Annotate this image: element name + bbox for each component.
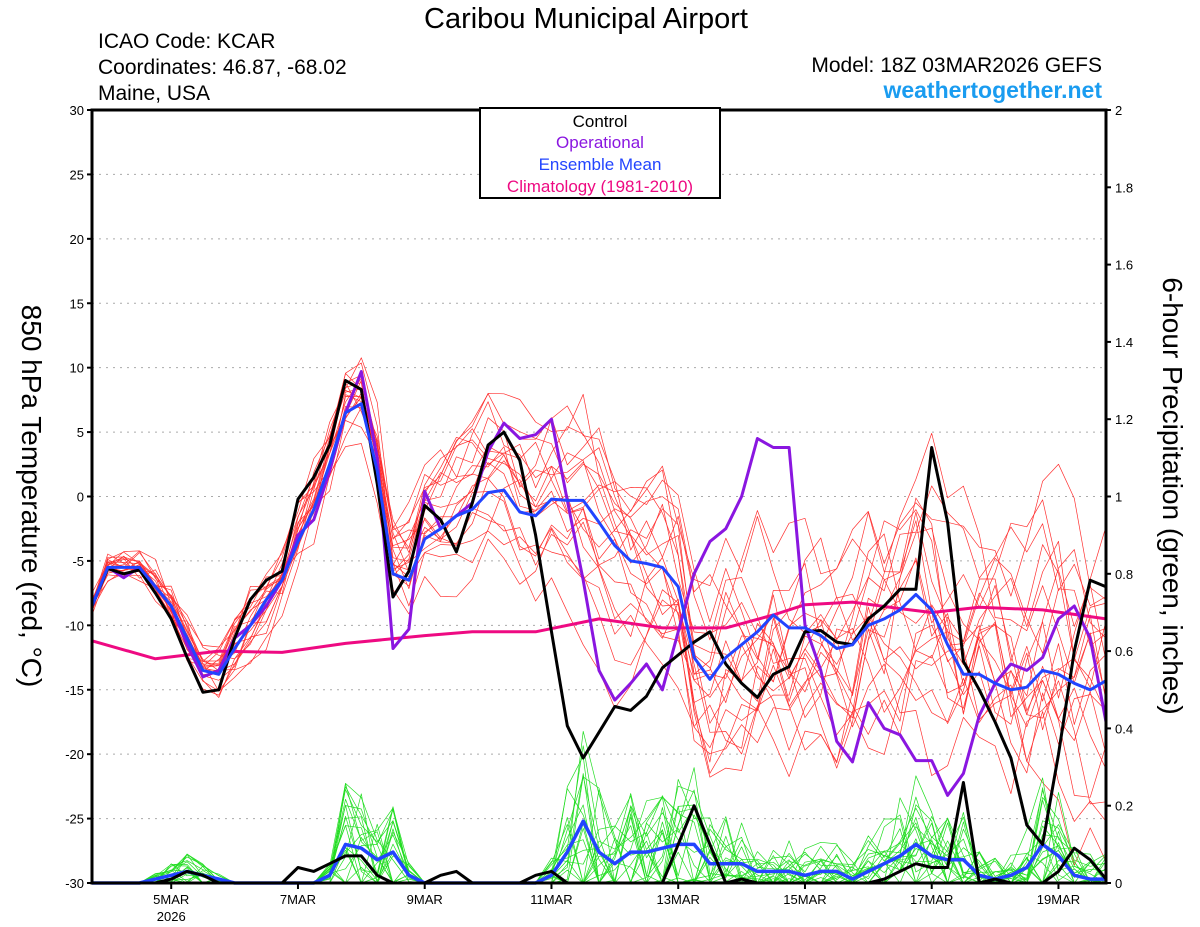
y-tick-label: -20	[65, 747, 84, 762]
y2-tick-label: 1.6	[1115, 258, 1133, 273]
y-tick-label: -10	[65, 618, 84, 633]
operational-temp-line	[90, 370, 1108, 797]
x-tick-label: 13MAR	[657, 892, 700, 907]
temp-member-line	[91, 402, 1107, 749]
temp-member-line	[91, 396, 1107, 714]
y-tick-label: -5	[72, 554, 84, 569]
y2-tick-label: 1.8	[1115, 180, 1133, 195]
y2-tick-label: 0.4	[1115, 721, 1133, 736]
legend-climatology: Climatology (1981-2010)	[507, 177, 693, 196]
icao-code: ICAO Code: KCAR	[98, 30, 275, 53]
y2-tick-label: 0.6	[1115, 644, 1133, 659]
temp-member-line	[91, 396, 1107, 805]
temp-member-line	[91, 388, 1107, 798]
legend: Control Operational Ensemble Mean Climat…	[479, 107, 721, 199]
y-tick-label: -15	[65, 683, 84, 698]
left-axis-label: 850 hPa Temperature (red, °C)	[16, 305, 47, 688]
y-tick-label: 5	[77, 425, 84, 440]
x-tick-label: 17MAR	[910, 892, 953, 907]
right-axis-label: 6-hour Precipitation (green, inches)	[1157, 277, 1188, 714]
temp-member-line	[91, 357, 1107, 751]
grid-lines	[92, 173, 1106, 820]
y2-tick-label: 2	[1115, 103, 1122, 118]
y-tick-label: 20	[70, 232, 84, 247]
coordinates: Coordinates: 46.87, -68.02	[98, 56, 347, 79]
y-tick-label: 30	[70, 103, 84, 118]
y-tick-label: 0	[77, 490, 84, 505]
y-tick-label: -30	[65, 876, 84, 891]
y-tick-label: -25	[65, 812, 84, 827]
axes: 302520151050-5-10-15-20-25-3021.81.61.41…	[65, 103, 1133, 924]
x-tick-label: 19MAR	[1037, 892, 1080, 907]
legend-ensemble-mean: Ensemble Mean	[539, 155, 662, 174]
temp-member-line	[91, 377, 1107, 770]
y-tick-label: 15	[70, 296, 84, 311]
x-tick-label: 5MAR	[153, 892, 189, 907]
x-tick-year: 2026	[157, 909, 186, 924]
temp-member-line	[91, 374, 1107, 774]
chart-title: Caribou Municipal Airport	[424, 3, 748, 35]
x-tick-label: 7MAR	[280, 892, 316, 907]
y2-tick-label: 1	[1115, 490, 1122, 505]
legend-operational: Operational	[556, 133, 644, 152]
y2-tick-label: 1.2	[1115, 412, 1133, 427]
y2-tick-label: 0.8	[1115, 567, 1133, 582]
y2-tick-label: 0	[1115, 876, 1122, 891]
model-run: Model: 18Z 03MAR2026 GEFS	[811, 54, 1102, 77]
y2-tick-label: 1.4	[1115, 335, 1133, 350]
temp-member-line	[91, 382, 1107, 731]
x-tick-label: 9MAR	[407, 892, 443, 907]
site-link[interactable]: weathertogether.net	[882, 77, 1102, 103]
y-tick-label: 25	[70, 167, 84, 182]
legend-box	[479, 107, 721, 199]
y-tick-label: 10	[70, 361, 84, 376]
control-temp-line	[90, 379, 1107, 846]
temp-member-line	[91, 443, 1107, 755]
y2-tick-label: 0.2	[1115, 799, 1133, 814]
region: Maine, USA	[98, 82, 210, 105]
control-precip-line	[92, 781, 1108, 885]
x-tick-label: 11MAR	[530, 892, 572, 907]
legend-control: Control	[573, 112, 628, 131]
mean-temp-line	[90, 402, 1107, 692]
temp-member-line	[91, 389, 1107, 755]
x-tick-label: 15MAR	[783, 892, 826, 907]
